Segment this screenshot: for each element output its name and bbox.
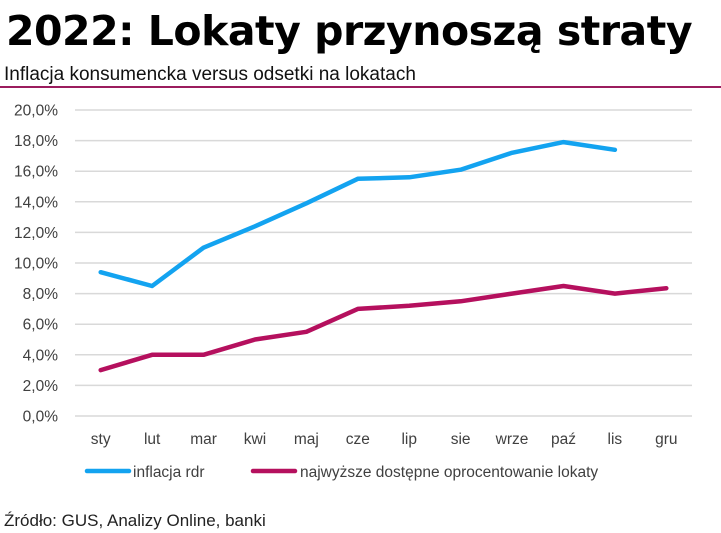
y-tick-label: 12,0% (14, 225, 58, 242)
legend: inflacja rdr najwyższe dostępne oprocento… (84, 464, 598, 481)
series-lines (98, 139, 669, 373)
y-tick-label: 10,0% (14, 256, 58, 273)
y-axis-labels: 0,0% 2,0% 4,0% 6,0% 8,0% 10,0% 12,0% 14,0% 16,0%… (14, 103, 58, 426)
chart-subtitle: Inflacja konsumencka versus odsetki na l… (4, 64, 416, 85)
x-tick-label: sie (451, 431, 471, 448)
source-note: Źródło: GUS, Analizy Online, banki (4, 511, 266, 530)
x-tick-label: maj (294, 431, 319, 448)
x-tick-label: lut (144, 431, 161, 448)
x-tick-label: paź (551, 431, 576, 448)
y-tick-label: 16,0% (14, 164, 58, 181)
x-axis-labels: sty lut mar kwi maj cze lip sie wrze paź lis gru (91, 431, 678, 448)
x-tick-label: cze (346, 431, 370, 448)
y-tick-label: 4,0% (23, 347, 59, 364)
y-tick-label: 8,0% (23, 286, 59, 303)
x-tick-label: wrze (495, 431, 529, 448)
x-tick-label: kwi (244, 431, 266, 448)
chart-title: 2022: Lokaty przynoszą straty (6, 7, 693, 55)
series-line-inflation (98, 139, 618, 289)
gridlines (75, 109, 692, 417)
y-tick-label: 6,0% (23, 317, 59, 334)
y-tick-label: 20,0% (14, 103, 58, 120)
legend-label: najwyższe dostępne oprocentowanie lokaty (300, 464, 598, 481)
y-tick-label: 14,0% (14, 194, 58, 211)
title-divider (0, 86, 721, 88)
x-tick-label: sty (91, 431, 111, 448)
line-chart: 0,0% 2,0% 4,0% 6,0% 8,0% 10,0% 12,0% 14,0% 16,0%… (14, 103, 692, 481)
legend-label: inflacja rdr (133, 464, 205, 481)
x-tick-label: gru (655, 431, 677, 448)
x-tick-label: lis (608, 431, 623, 448)
x-tick-label: lip (401, 431, 417, 448)
y-tick-label: 18,0% (14, 133, 58, 150)
x-tick-label: mar (190, 431, 217, 448)
series-line-deposit (98, 283, 669, 373)
y-tick-label: 0,0% (23, 409, 59, 426)
y-tick-label: 2,0% (23, 378, 59, 395)
